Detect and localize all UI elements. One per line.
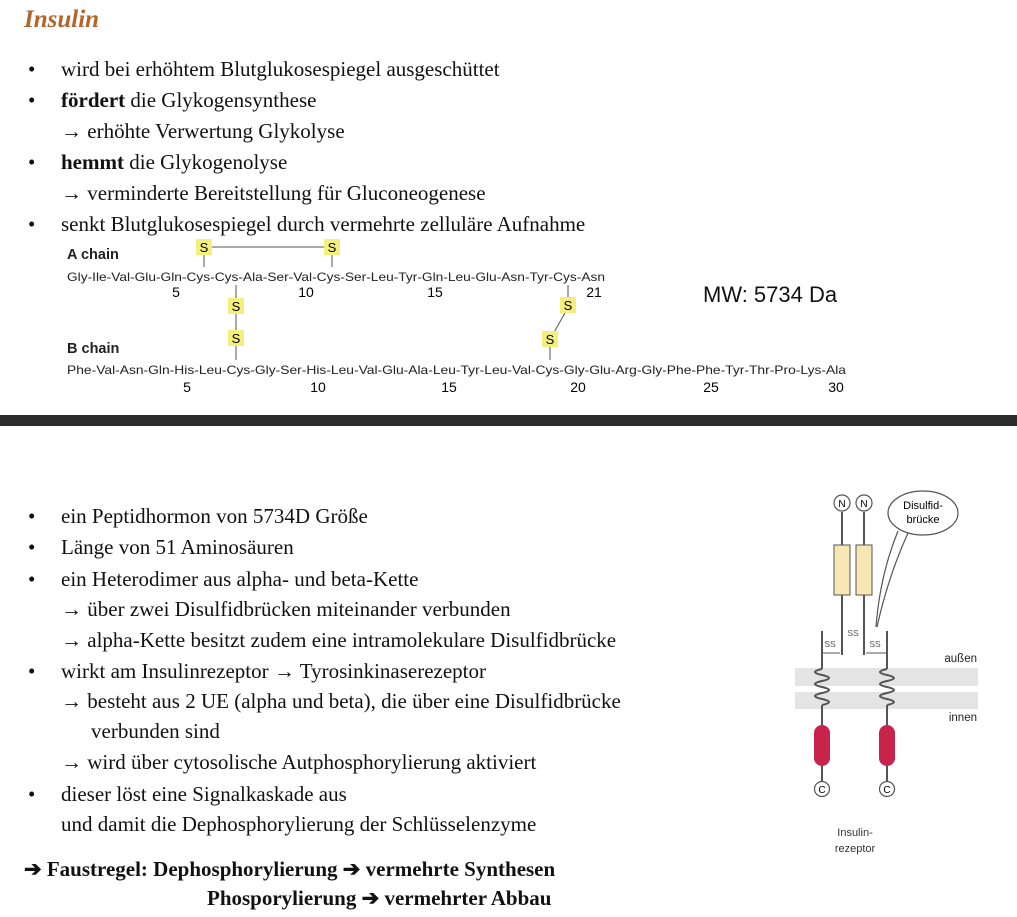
a-chain-number: 15 xyxy=(427,284,443,300)
svg-text:C: C xyxy=(818,785,825,796)
c-terminus-icon: C xyxy=(813,780,831,798)
molecular-weight: MW: 5734 Da xyxy=(703,282,838,307)
list-subitem: → verminderte Bereitstellung für Glucone… xyxy=(61,181,486,205)
callout-bubble: Disulfid- brücke xyxy=(875,490,959,628)
callout-text-line2: brücke xyxy=(906,514,939,526)
svg-text:S: S xyxy=(200,240,209,255)
alpha-subunit-left xyxy=(833,512,851,655)
svg-text:S: S xyxy=(232,299,241,314)
kinase-domain xyxy=(814,725,830,766)
a-chain-sequence: Gly-Ile-Val-Glu-Gln-Cys-Cys-Ala-Ser-Val-… xyxy=(67,270,605,284)
b-chain-label: B chain xyxy=(67,341,119,357)
list-subitem: → über zwei Disulfidbrücken miteinander … xyxy=(61,597,511,621)
receptor-caption-line1: Insulin- xyxy=(837,827,873,839)
bullet-icon: • xyxy=(28,88,36,112)
b-chain-sequence: Phe-Val-Asn-Gln-His-Leu-Cys-Gly-Ser-His-… xyxy=(67,363,846,377)
insulin-receptor-diagram: außen innen N N SS SS C xyxy=(795,490,978,855)
ss-bond-label: SS xyxy=(824,639,836,649)
svg-text:S: S xyxy=(232,331,241,346)
list-subitem: und damit die Dephosphorylierung der Sch… xyxy=(61,812,537,836)
sulfur-atoms: S S S S S S xyxy=(196,239,576,347)
b-chain-number: 10 xyxy=(310,379,326,395)
bullet-icon: • xyxy=(28,212,36,236)
list-subitem-continuation: verbunden sind xyxy=(91,719,220,743)
list-subitem: → erhöhte Verwertung Glykolyse xyxy=(61,119,345,143)
disulfide-bonds xyxy=(203,246,569,360)
svg-text:S: S xyxy=(328,240,337,255)
list-item-text: fördert die Glykogensynthese xyxy=(61,85,316,116)
list-item-text: ein Heterodimer aus alpha- und beta-Kett… xyxy=(61,567,419,591)
sulfur-icon: S xyxy=(228,298,244,314)
sulfur-icon: S xyxy=(542,331,558,347)
b-chain-number: 30 xyxy=(828,379,844,395)
callout-text-line1: Disulfid- xyxy=(903,500,943,512)
bold-keyword: hemmt xyxy=(61,150,124,174)
bullet-icon: • xyxy=(28,782,36,806)
list-subitem: → besteht aus 2 UE (alpha und beta), die… xyxy=(61,689,621,713)
ss-bond-label: SS xyxy=(869,639,881,649)
sulfur-icon: S xyxy=(560,297,576,313)
rule-of-thumb-line2: Phosporylierung ➔ vermehrter Abbau xyxy=(207,886,552,910)
bullet-icon: • xyxy=(28,150,36,174)
list-item-rest: die Glykogensynthese xyxy=(125,88,317,112)
bullet-icon: • xyxy=(28,535,36,559)
b-chain-number: 15 xyxy=(441,379,457,395)
beta-subunit-left xyxy=(814,631,840,782)
list-item-text: ein Peptidhormon von 5734D Größe xyxy=(61,504,368,528)
page-title: Insulin xyxy=(24,6,100,33)
b-chain-number: 25 xyxy=(703,379,719,395)
c-terminus-icon: C xyxy=(878,780,896,798)
svg-text:C: C xyxy=(883,785,890,796)
list-subitem: → alpha-Kette besitzt zudem eine intramo… xyxy=(61,628,617,652)
list-subitem: → wird über cytosolische Autphosphorylie… xyxy=(61,750,537,774)
rule-of-thumb-line1: ➔ Faustregel: Dephosphorylierung ➔ verme… xyxy=(24,857,556,881)
outside-label: außen xyxy=(944,653,977,665)
svg-text:S: S xyxy=(564,298,573,313)
sulfur-icon: S xyxy=(196,239,212,255)
bullet-icon: • xyxy=(28,659,36,683)
membrane-band xyxy=(795,668,978,686)
list-item-text: Länge von 51 Aminosäuren xyxy=(61,535,294,559)
sulfur-icon: S xyxy=(324,239,340,255)
a-chain-number: 21 xyxy=(586,284,602,300)
list-item-text: wird bei erhöhtem Blutglukosespiegel aus… xyxy=(61,57,500,81)
membrane-band xyxy=(795,692,978,709)
bullet-icon: • xyxy=(28,57,36,81)
a-chain-number: 10 xyxy=(298,284,314,300)
b-chain-number: 20 xyxy=(570,379,586,395)
bold-keyword: fördert xyxy=(61,88,126,112)
list-item-text: wirkt am Insulinrezeptor → Tyrosinkinase… xyxy=(61,659,487,683)
bullet-icon: • xyxy=(28,504,36,528)
beta-subunit-right xyxy=(866,631,895,782)
ss-bond-label: SS xyxy=(847,628,859,638)
a-chain-number: 5 xyxy=(172,284,180,300)
b-chain-number: 5 xyxy=(183,379,191,395)
section-divider xyxy=(0,415,1017,426)
receptor-caption-line2: rezeptor xyxy=(835,843,876,855)
alpha-subunit-right xyxy=(855,512,873,655)
n-terminus-icon: N xyxy=(855,494,873,512)
list-item-text: dieser löst eine Signalkaskade aus xyxy=(61,782,347,806)
bullet-icon: • xyxy=(28,567,36,591)
list-item-text: senkt Blutglukosespiegel durch vermehrte… xyxy=(61,212,586,236)
svg-text:S: S xyxy=(546,332,555,347)
svg-text:N: N xyxy=(860,499,867,510)
a-chain-label: A chain xyxy=(67,247,119,263)
list-item-rest: die Glykogenolyse xyxy=(123,150,288,174)
kinase-domain xyxy=(879,725,895,766)
list-item-text: hemmt die Glykogenolyse xyxy=(61,147,287,178)
sulfur-icon: S xyxy=(228,330,244,346)
disulfide-bond-a20-b19 xyxy=(552,312,566,335)
n-terminus-icon: N xyxy=(833,494,851,512)
svg-text:N: N xyxy=(838,499,845,510)
insulin-structure-diagram: S S S S S S A chain Gly-Ile-Val-Glu-Gln-… xyxy=(67,239,846,395)
inside-label: innen xyxy=(949,712,977,724)
